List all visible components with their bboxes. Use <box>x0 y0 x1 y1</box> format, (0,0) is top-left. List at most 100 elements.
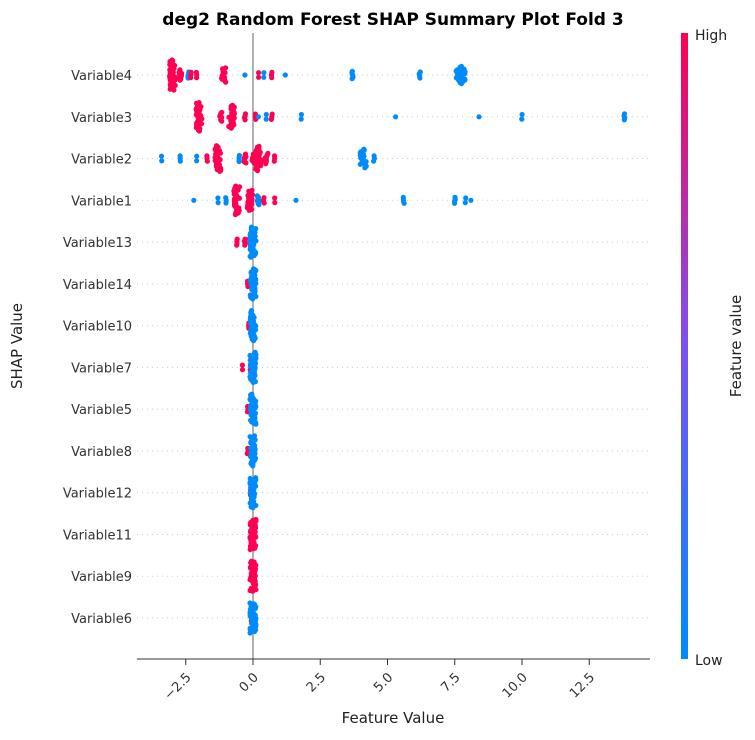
shap-point <box>215 200 221 206</box>
colorbar-high-label: High <box>695 28 727 44</box>
shap-point <box>462 71 468 77</box>
shap-point <box>223 200 229 206</box>
x-tick-label: 2.5 <box>304 670 329 695</box>
feature-label-variable6: Variable6 <box>71 612 132 627</box>
shap-point <box>239 362 245 368</box>
shap-point <box>261 200 267 206</box>
shap-point <box>476 114 482 120</box>
points-layer <box>158 57 628 636</box>
shap-point <box>349 76 355 82</box>
shap-point <box>458 81 465 87</box>
shap-point <box>247 630 253 636</box>
shap-point <box>234 242 240 248</box>
shap-point <box>242 242 248 248</box>
shap-point <box>223 79 229 85</box>
shap-point <box>254 168 261 174</box>
shap-point <box>256 202 262 208</box>
feature-label-variable8: Variable8 <box>71 445 132 460</box>
shap-point <box>256 74 262 80</box>
shap-point <box>250 296 256 302</box>
colorbar-low-label: Low <box>695 653 723 669</box>
shap-point <box>417 75 423 81</box>
feature-label-variable7: Variable7 <box>71 361 132 376</box>
shap-point <box>261 70 267 76</box>
shap-point <box>177 77 183 83</box>
shap-point <box>236 158 242 165</box>
shap-point <box>198 121 205 127</box>
shap-point <box>250 588 256 594</box>
feature-label-variable12: Variable12 <box>63 487 132 502</box>
shap-point <box>263 161 269 167</box>
colorbar-title: Feature value <box>727 295 745 397</box>
shap-point <box>282 72 288 78</box>
shap-point <box>194 75 200 81</box>
feature-label-variable14: Variable14 <box>63 278 132 293</box>
shap-point <box>462 200 468 206</box>
y-axis-label: SHAP Value <box>8 303 26 389</box>
x-tick-label: 7.5 <box>438 670 463 695</box>
shap-point <box>246 207 252 213</box>
shap-point <box>268 116 274 122</box>
feature-label-variable5: Variable5 <box>71 403 132 418</box>
feature-label-variable9: Variable9 <box>71 570 132 585</box>
shap-point <box>357 161 363 167</box>
feature-label-variable11: Variable11 <box>63 528 132 543</box>
chart-title: deg2 Random Forest SHAP Summary Plot Fol… <box>162 10 623 30</box>
shap-point <box>250 463 256 469</box>
feature-label-variable1: Variable1 <box>71 194 132 209</box>
shap-point <box>171 87 177 93</box>
shap-point <box>250 505 256 511</box>
shap-point <box>159 158 165 164</box>
shap-point <box>243 160 249 166</box>
shap-point <box>621 117 627 123</box>
shap-point <box>248 254 254 260</box>
shap-point <box>194 153 200 159</box>
x-tick-label: −2.5 <box>162 670 195 703</box>
shap-point <box>228 125 234 131</box>
shap-point <box>362 165 368 171</box>
x-tick-label: 10.0 <box>500 670 531 701</box>
shap-point <box>191 197 197 203</box>
shap-point <box>272 195 278 201</box>
shap-point <box>219 118 225 124</box>
shap-point <box>519 116 525 122</box>
shap-point <box>298 111 304 118</box>
shap-point <box>371 158 377 164</box>
feature-label-variable4: Variable4 <box>71 69 132 84</box>
shap-point <box>204 158 210 164</box>
shap-point <box>177 158 183 164</box>
shap-point <box>452 200 458 206</box>
shap-point <box>401 200 407 206</box>
shap-point <box>519 111 525 118</box>
shap-point <box>194 158 200 164</box>
x-tick-label: 5.0 <box>371 670 396 695</box>
shap-point <box>272 200 278 206</box>
shap-point <box>256 70 262 76</box>
colorbar <box>681 33 688 659</box>
shap-point <box>468 197 474 203</box>
feature-label-variable2: Variable2 <box>71 153 132 168</box>
shap-point <box>393 114 399 120</box>
shap-point <box>232 211 238 218</box>
x-tick-label: 12.5 <box>567 670 598 701</box>
x-tick-label: 0.0 <box>237 670 262 695</box>
x-ticks: −2.5 0.0 2.5 5.0 7.5 10.0 12.5 <box>162 659 598 703</box>
shap-point <box>158 153 165 159</box>
shap-point <box>253 421 259 427</box>
shap-point <box>250 379 256 385</box>
shap-point <box>215 195 221 201</box>
shap-point <box>251 628 258 635</box>
shap-point <box>271 158 277 164</box>
feature-label-variable13: Variable13 <box>63 236 132 251</box>
shap-point <box>250 338 257 344</box>
shap-point <box>261 74 267 80</box>
shap-point <box>188 75 194 81</box>
feature-label-variable3: Variable3 <box>71 111 132 126</box>
feature-labels: Variable4 Variable3 Variable2 Variable1 Vari… <box>63 69 132 627</box>
shap-point <box>247 546 253 553</box>
shap-point <box>293 197 299 203</box>
shap-point <box>298 116 304 122</box>
shap-point <box>196 128 202 134</box>
